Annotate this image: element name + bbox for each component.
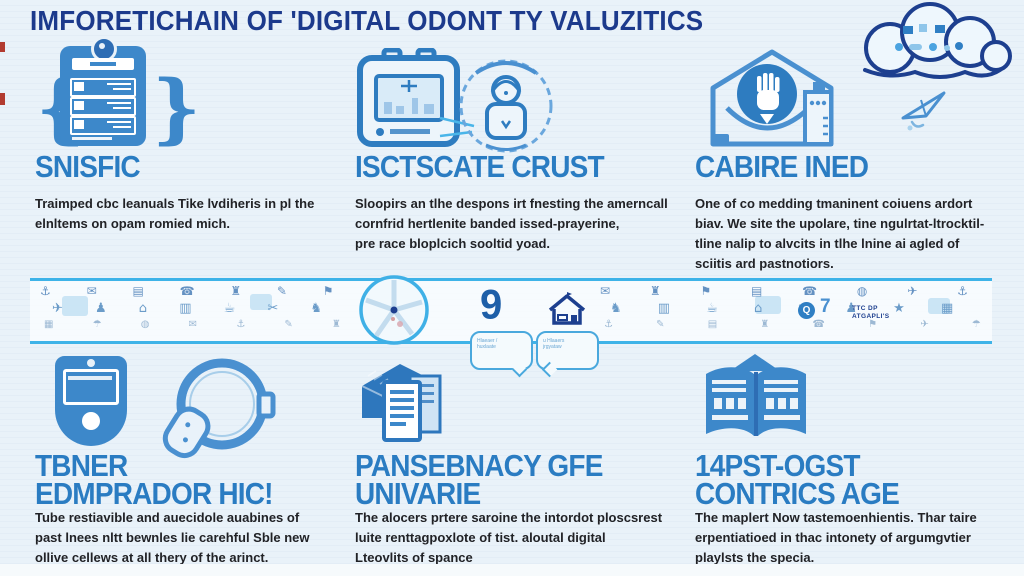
- band-doodles: ✈ ♟ ⌂ ▥ ☕ ✂ ♞ ★: [52, 301, 352, 316]
- section-heading: SNISFIC: [35, 149, 141, 184]
- page-title: IMFORETICHAIN OF 'DIGITAL ODONT TY VALUZ…: [30, 5, 704, 37]
- house-hand-icon: [710, 49, 834, 147]
- band-stamp: TTC DP ATGAPLI'S: [852, 305, 890, 320]
- wheel-chart-icon: [359, 275, 429, 345]
- speech-bubble-right: u Hlaaers jrgyataw: [536, 331, 599, 370]
- section-body: Tube restiavible and auecidole auabines …: [35, 510, 310, 565]
- band-doodles: ⚓ ✉ ▤ ☎ ♜ ✎ ⚑ ◍: [40, 284, 352, 298]
- clipboard-checklist-icon: [60, 36, 146, 146]
- envelope-documents-icon: [361, 364, 442, 442]
- band-chip: [250, 294, 272, 310]
- section-heading: ISCTSCATE CRUST: [355, 149, 605, 184]
- section-heading: 14PST-OGST CONTRICS AGE: [695, 448, 900, 511]
- section-heading: PANSEBNACY GFE UNIVARIE: [355, 448, 603, 511]
- band-doodles: ♞ ▥ ☕ ⌂ ✂ ♟ ★ ▦ ✉ ◍: [610, 301, 984, 316]
- red-edge-mark: [0, 93, 5, 105]
- band-chip: [755, 296, 781, 314]
- band-numeral: 9: [480, 281, 503, 329]
- band-circle-glyph: Q: [798, 302, 815, 319]
- section-heading: TBNER EDMPRADOR HIC!: [35, 448, 273, 511]
- band-top-line: [30, 278, 992, 281]
- band-house-icon: [548, 292, 586, 325]
- section-body: Sloopirs an tlhe despons irt fnesting th…: [355, 196, 668, 251]
- band-doodles: ⚓ ✎ ▤ ♜ ☎ ⚑ ✈ ☂ ♟ ▥: [604, 319, 984, 330]
- section-body: Traimped cbc leanuals Tike lvdiheris in …: [35, 196, 315, 231]
- section-heading: CABIRE INED: [695, 149, 869, 184]
- band-doodles: ▦ ☂ ◍ ✉ ⚓ ✎ ♜ ⚑: [44, 319, 352, 330]
- connector-lines: [439, 116, 475, 138]
- speech-bubble-left: Hlaeaer / huxlaate: [470, 331, 533, 370]
- monitor-briefcase-icon: [357, 48, 460, 147]
- cloud-data-icon: [863, 2, 1012, 79]
- band-chip: [928, 298, 950, 314]
- band-doodles: ✉ ♜ ⚑ ▤ ☎ ◍ ✈ ⚓ ✎ ☂: [600, 284, 984, 298]
- person-wreath-certificate-icon: [459, 59, 553, 153]
- section-body: The maplert Now tastemoenhientis. Thar t…: [695, 510, 977, 565]
- lock-ring-icon: [162, 358, 276, 459]
- paper-plane-icon: [901, 91, 946, 131]
- band-chip: [62, 296, 88, 316]
- id-badge-icon: [55, 356, 127, 446]
- red-edge-mark: [0, 42, 5, 52]
- bottom-edge-strip: [0, 564, 1024, 576]
- band-seven-glyph: 7: [820, 296, 831, 317]
- open-book-buildings-icon: [706, 354, 806, 436]
- section-body: The alocers prtere saroine the intordot …: [355, 510, 663, 565]
- brace-right-icon: }: [152, 63, 201, 152]
- section-body: One of co medding tmaninent coiuens ardo…: [695, 196, 985, 271]
